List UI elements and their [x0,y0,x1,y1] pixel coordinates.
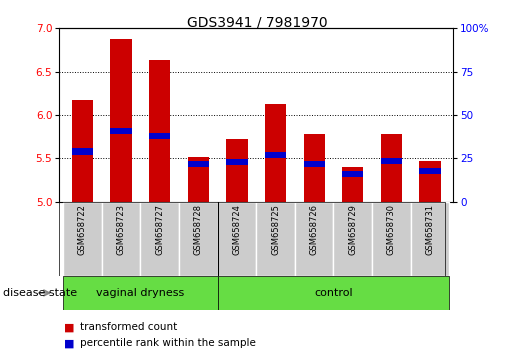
Bar [372,202,410,276]
Text: GSM658725: GSM658725 [271,204,280,255]
Text: GSM658724: GSM658724 [232,204,242,255]
Bar [187,161,209,167]
Bar [410,202,449,276]
Text: percentile rank within the sample: percentile rank within the sample [80,338,256,348]
Text: GSM658723: GSM658723 [116,204,126,255]
Bar [217,202,256,276]
Text: GSM658731: GSM658731 [425,204,435,255]
Bar [187,157,209,202]
Bar [226,159,248,165]
Bar [110,128,132,134]
Text: GSM658726: GSM658726 [310,204,319,255]
Bar [72,100,93,202]
Text: GSM658722: GSM658722 [78,204,87,255]
Text: transformed count: transformed count [80,322,177,332]
Bar [419,167,441,173]
Bar [342,171,364,177]
Text: ■: ■ [64,322,75,332]
Bar [72,148,93,154]
Text: control: control [314,288,353,298]
Bar [179,202,217,276]
Bar [149,61,170,202]
Bar [419,161,441,202]
Text: GSM658729: GSM658729 [348,204,357,255]
Text: GSM658730: GSM658730 [387,204,396,255]
Text: GSM658727: GSM658727 [155,204,164,255]
Bar [110,39,132,202]
Text: ■: ■ [64,338,75,348]
Bar [217,276,449,310]
Bar [265,152,286,158]
Bar [342,167,364,202]
Bar [226,139,248,202]
Bar [303,161,325,167]
Bar [265,104,286,202]
Bar [140,202,179,276]
Text: disease state: disease state [3,288,77,298]
Bar [303,134,325,202]
Bar [381,158,402,164]
Bar [102,202,140,276]
Bar [334,202,372,276]
Bar [295,202,334,276]
Bar [149,133,170,139]
Bar [63,276,217,310]
Bar [63,202,102,276]
Bar [256,202,295,276]
Text: vaginal dryness: vaginal dryness [96,288,184,298]
Text: GSM658728: GSM658728 [194,204,203,255]
Text: GDS3941 / 7981970: GDS3941 / 7981970 [187,16,328,30]
Bar [381,134,402,202]
